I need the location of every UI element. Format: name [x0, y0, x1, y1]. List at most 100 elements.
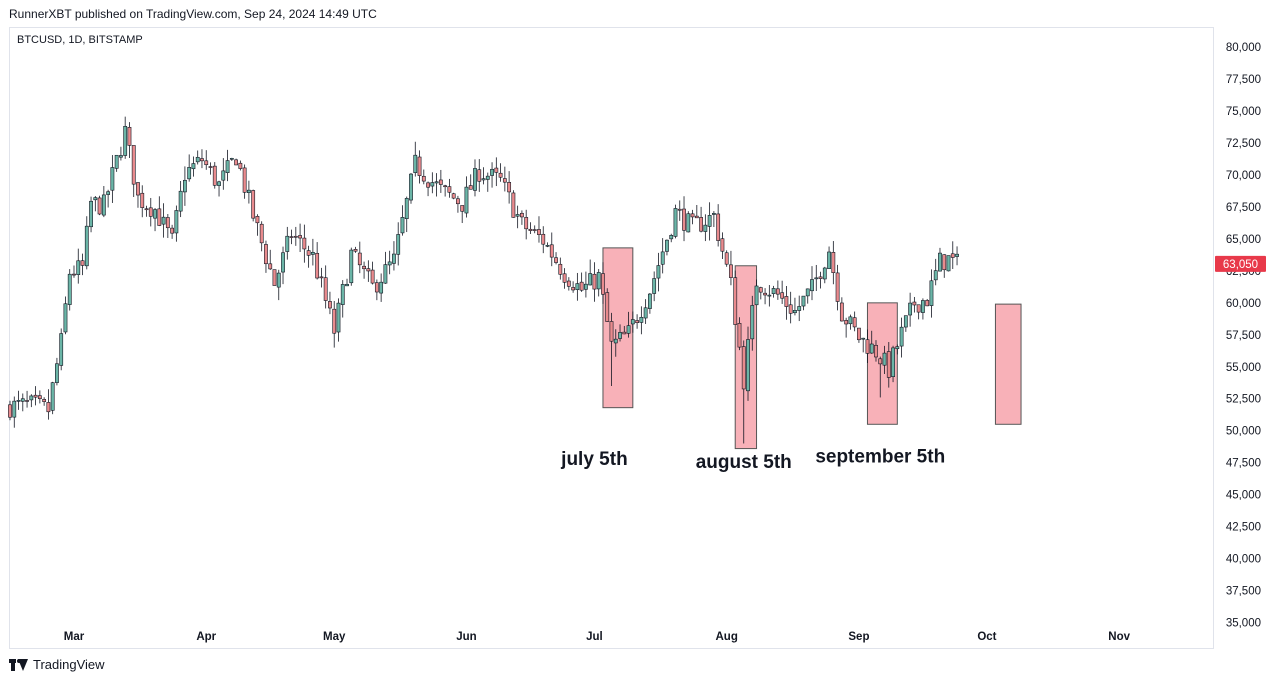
candle [33, 386, 38, 406]
candle [119, 146, 123, 161]
candle [404, 196, 409, 233]
candle [690, 209, 695, 225]
candle [123, 116, 128, 159]
candle [579, 272, 584, 292]
candle [251, 189, 256, 222]
candle [63, 296, 68, 335]
candle [524, 209, 529, 240]
candle [366, 260, 371, 282]
candle [217, 180, 221, 197]
candle [737, 317, 742, 351]
highlight-zone-2[interactable] [734, 265, 758, 450]
candle [571, 281, 576, 293]
candle [545, 242, 550, 248]
annotations-layer: july 5th august 5th september 5th [560, 447, 945, 473]
candle [490, 162, 494, 188]
candle [323, 265, 328, 309]
candle [345, 278, 349, 287]
candle [157, 196, 162, 227]
candle [908, 292, 913, 327]
candle [720, 232, 725, 259]
candle [340, 280, 345, 318]
candle [187, 154, 192, 182]
candle [839, 297, 844, 322]
candle [174, 205, 179, 242]
candle [430, 172, 435, 194]
candle [537, 216, 541, 243]
candle [387, 250, 392, 275]
candle [234, 158, 238, 166]
candle [481, 167, 486, 185]
candle [396, 222, 401, 266]
candle [933, 258, 938, 286]
candle [20, 393, 25, 412]
candle [477, 159, 482, 192]
candle [357, 241, 362, 274]
candle [127, 122, 132, 158]
candle [310, 238, 315, 266]
candle [370, 261, 375, 285]
candle [148, 197, 153, 227]
candle [805, 288, 810, 304]
candle [208, 162, 213, 175]
candle [392, 241, 396, 271]
candle [827, 246, 831, 270]
candle [464, 176, 469, 218]
candle [528, 222, 533, 235]
candle [703, 214, 708, 242]
candle [903, 315, 908, 332]
price-tick-label: 37,500 [1226, 585, 1261, 597]
candle [558, 257, 563, 280]
candle [212, 162, 217, 189]
tradingview-brand[interactable]: TradingView [9, 657, 105, 672]
candle [25, 390, 29, 408]
candle [818, 271, 823, 289]
candle [16, 390, 21, 410]
candle [938, 247, 942, 272]
candle [814, 264, 819, 292]
candle [626, 311, 631, 338]
candle [562, 268, 567, 289]
candle [494, 157, 499, 187]
candle [754, 279, 759, 306]
candle [729, 250, 733, 286]
candle [929, 269, 934, 318]
candle [80, 253, 85, 276]
price-tick-label: 60,000 [1226, 298, 1261, 310]
candle [810, 266, 814, 301]
candle [711, 211, 716, 228]
price-tick-label: 45,000 [1226, 490, 1261, 502]
candle [259, 221, 264, 252]
candle [272, 269, 277, 286]
candle [532, 225, 537, 234]
candle [144, 205, 149, 217]
price-tick-label: 72,500 [1226, 138, 1261, 150]
candle [178, 181, 183, 218]
candle [468, 174, 473, 190]
candle [447, 178, 452, 198]
candle [140, 185, 145, 218]
candle [520, 210, 524, 225]
candle [699, 206, 703, 233]
candle [374, 279, 379, 301]
candle [246, 180, 251, 204]
candle [221, 158, 226, 190]
chart-frame [9, 27, 1214, 649]
price-tick-label: 50,000 [1226, 426, 1261, 438]
time-tick-label: Jul [586, 631, 603, 643]
price-tick-label: 35,000 [1226, 617, 1261, 629]
candle [946, 255, 951, 272]
time-tick-label: Apr [196, 631, 216, 643]
candle [42, 397, 47, 406]
candle [511, 190, 516, 218]
tradingview-logo-icon [9, 658, 28, 671]
candle [50, 381, 55, 415]
price-tick-label: 57,500 [1226, 330, 1261, 342]
candle [758, 286, 763, 300]
last-price-badge [1215, 255, 1266, 272]
candle [549, 232, 554, 267]
highlight-zone-4[interactable] [994, 303, 1022, 425]
candle [780, 280, 785, 304]
candle [861, 337, 866, 353]
